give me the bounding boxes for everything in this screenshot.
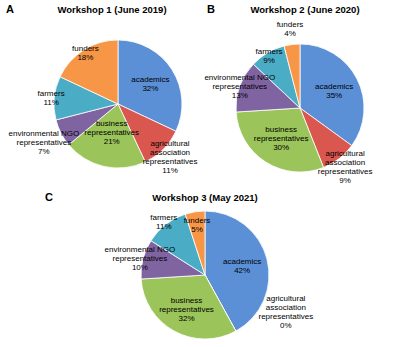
slice-category: academics	[131, 75, 169, 84]
background	[0, 0, 400, 347]
pie-panel: A Workshop 1 (June 2019) academics32% agric…	[6, 3, 197, 175]
slices	[236, 44, 364, 172]
slice-value: 30%	[273, 143, 289, 152]
category-line: environmental NGO	[105, 245, 176, 254]
category-line: representatives	[254, 134, 309, 143]
slice-category: environmental NGOrepresentatives	[105, 245, 176, 263]
slice-category: farmers	[150, 213, 177, 222]
data-labels: academics42%agriculturalassociationrepre…	[105, 213, 314, 329]
category-line: academics	[223, 257, 261, 266]
slice-category: agriculturalassociationrepresentatives	[143, 139, 198, 166]
slice-category: agriculturalassociationrepresentatives	[318, 149, 373, 176]
slice-category: agriculturalassociationrepresentatives	[258, 294, 313, 321]
slice-value: 18%	[77, 53, 93, 62]
slice-value: 11%	[156, 222, 171, 231]
slice-category: academics	[223, 257, 261, 266]
slice-category: funders	[277, 20, 304, 29]
category-line: funders	[184, 216, 211, 225]
slice-value: 13%	[232, 91, 248, 100]
category-line: business	[265, 125, 297, 134]
slice-value: 42%	[234, 266, 250, 275]
slice-value: 9%	[339, 176, 351, 185]
slice-value: 21%	[104, 137, 120, 146]
category-line: association	[266, 303, 306, 312]
slice-value: 7%	[38, 147, 50, 156]
slice-category: businessrepresentatives	[159, 296, 214, 314]
slice-value: 32%	[178, 314, 194, 323]
pie-panel: C Workshop 3 (May 2021) academics42% agricu…	[45, 191, 313, 339]
category-line: representatives	[159, 305, 214, 314]
category-line: agricultural	[266, 294, 305, 303]
slice-category: businessrepresentatives	[254, 125, 309, 143]
slice-value: 0%	[280, 321, 292, 330]
category-line: business	[171, 296, 203, 305]
slice-category: funders	[184, 216, 211, 225]
category-line: representatives	[258, 312, 313, 321]
slice-value: 11%	[162, 166, 177, 175]
category-line: association	[150, 148, 190, 157]
chart-title: Workshop 1 (June 2019)	[57, 4, 166, 15]
pie-slice	[284, 44, 300, 108]
category-line: farmers	[38, 89, 65, 98]
category-line: farmers	[150, 213, 177, 222]
category-line: academics	[315, 82, 353, 91]
category-line: agricultural	[326, 149, 365, 158]
slice-value: 4%	[284, 29, 296, 38]
pie-slice	[141, 275, 236, 339]
category-line: representatives	[17, 138, 72, 147]
chart-title: Workshop 2 (June 2020)	[250, 4, 359, 15]
category-line: funders	[72, 44, 99, 53]
slice-value: 9%	[263, 56, 275, 65]
category-line: association	[325, 158, 365, 167]
category-line: representatives	[143, 157, 198, 166]
slice-category: environmental NGOrepresentatives	[204, 73, 275, 91]
page: {"chart_data": [ {"type": "pie", "title"…	[0, 0, 400, 347]
slice-category: environmental NGOrepresentatives	[9, 129, 80, 147]
data-labels: academics32%agriculturalassociationrepre…	[9, 44, 198, 174]
slice-value: 32%	[142, 84, 158, 93]
panel-label: C	[45, 191, 53, 203]
figure: AWorkshop 1 (June 2019)academics32%agric…	[0, 0, 400, 347]
category-line: environmental NGO	[9, 129, 80, 138]
slice-category: farmers	[38, 89, 65, 98]
category-line: farmers	[255, 47, 282, 56]
category-line: academics	[131, 75, 169, 84]
category-line: representatives	[318, 167, 373, 176]
slice-value: 11%	[43, 98, 58, 107]
slice-value: 5%	[191, 225, 203, 234]
slice-value: 10%	[132, 263, 148, 272]
pie-slice	[236, 108, 323, 172]
category-line: environmental NGO	[204, 73, 275, 82]
chart-title: Workshop 3 (May 2021)	[152, 192, 257, 203]
slice-category: academics	[315, 82, 353, 91]
data-labels: academics35%agriculturalassociationrepre…	[204, 20, 372, 185]
slice-category: funders	[72, 44, 99, 53]
panel-label: A	[6, 3, 14, 15]
slice-value: 35%	[326, 91, 342, 100]
category-line: representatives	[212, 82, 267, 91]
pie-panel: B Workshop 2 (June 2020) academics35% agric…	[204, 3, 372, 185]
category-line: agricultural	[150, 139, 189, 148]
category-line: representatives	[84, 128, 139, 137]
panel-label: B	[207, 3, 215, 15]
slices	[141, 211, 269, 339]
category-line: business	[96, 119, 128, 128]
slice-category: farmers	[255, 47, 282, 56]
category-line: representatives	[113, 254, 168, 263]
category-line: funders	[277, 20, 304, 29]
pie-slice	[60, 40, 118, 104]
slice-category: businessrepresentatives	[84, 119, 139, 137]
